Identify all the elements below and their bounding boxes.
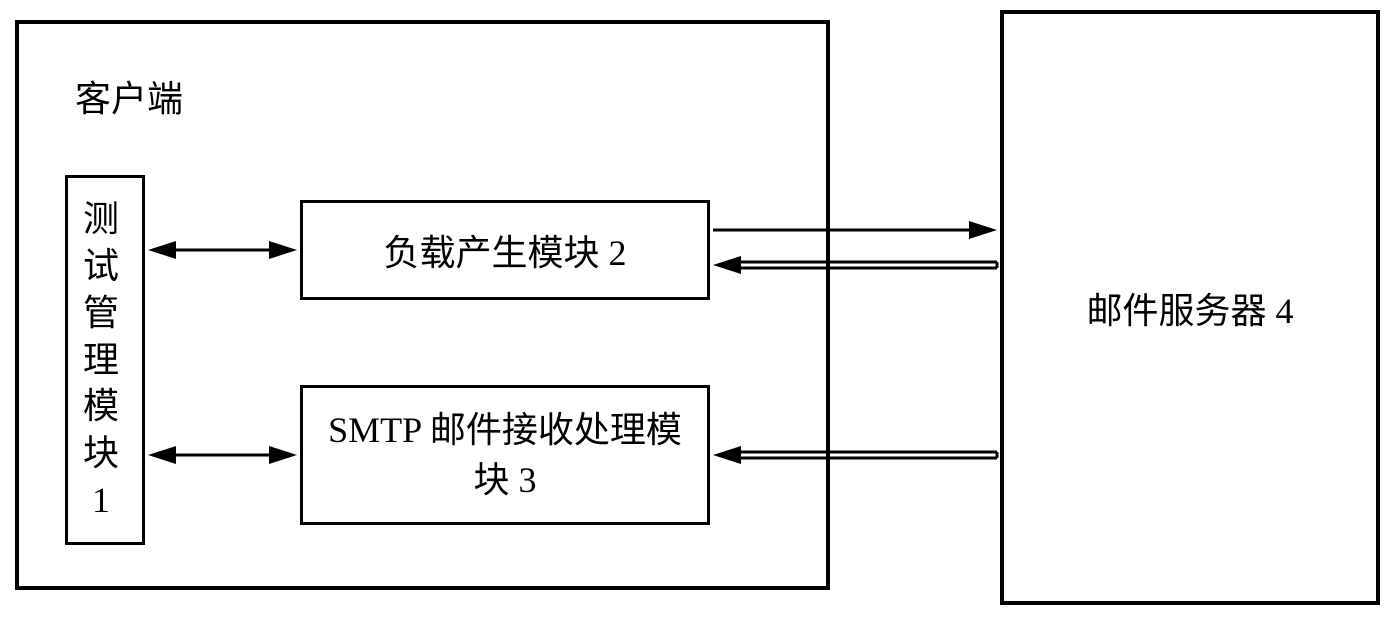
edges-svg [0, 0, 1395, 623]
diagram-container: 客户端 测 试 管 理 模 块 1 负载产生模块 2 SMTP 邮件接收处理模块… [0, 0, 1395, 623]
